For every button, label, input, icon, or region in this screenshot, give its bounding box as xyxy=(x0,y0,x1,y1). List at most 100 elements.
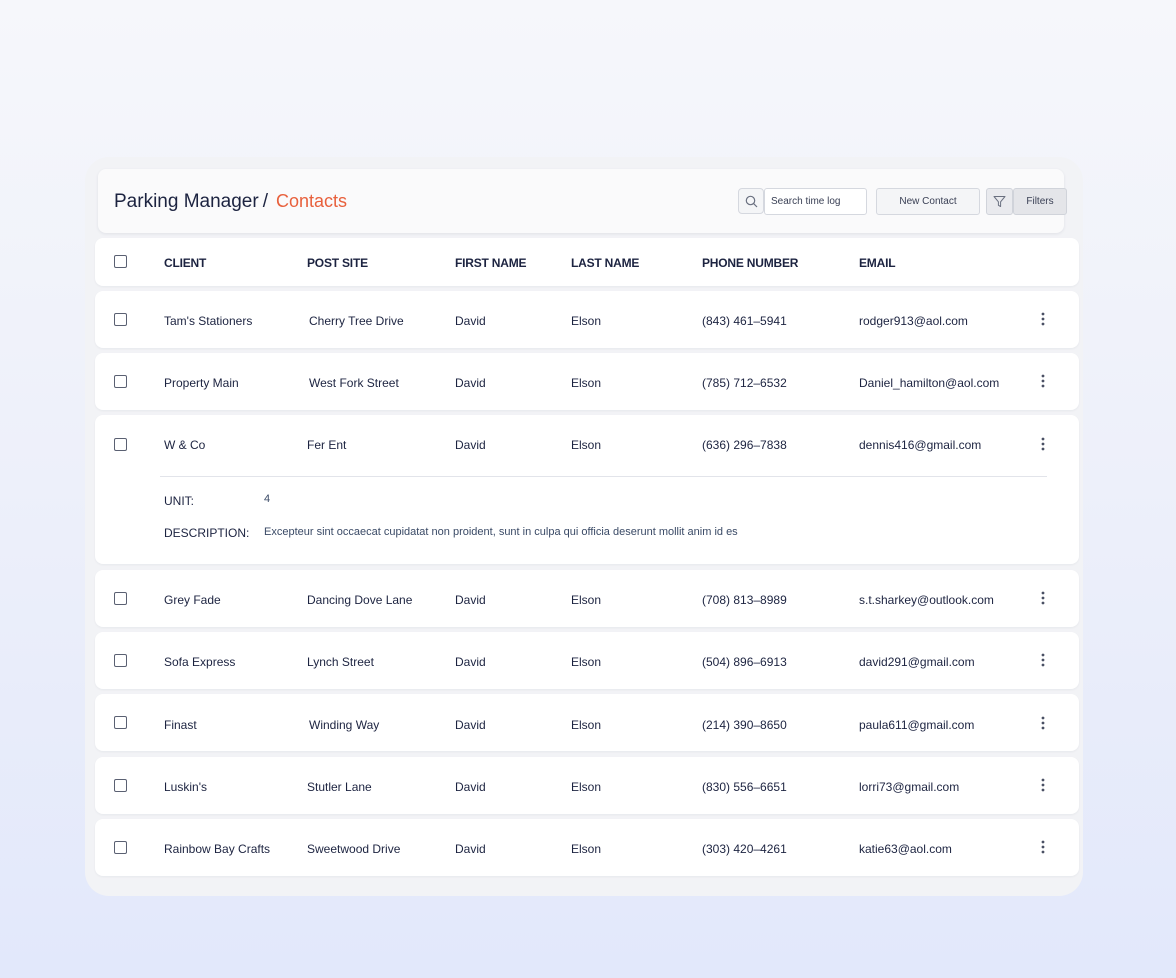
row-menu-button[interactable] xyxy=(1037,652,1049,668)
cell-phone: (636) 296–7838 xyxy=(702,438,787,452)
row-checkbox[interactable] xyxy=(114,375,127,388)
cell-post-site: Winding Way xyxy=(309,718,380,732)
new-contact-button[interactable]: New Contact xyxy=(876,188,980,215)
cell-post-site: Lynch Street xyxy=(307,655,374,669)
filters-button[interactable]: Filters xyxy=(1013,188,1067,215)
cell-post-site: West Fork Street xyxy=(309,376,399,390)
select-all-checkbox[interactable] xyxy=(114,255,127,268)
vertical-dots-icon xyxy=(1041,716,1045,730)
breadcrumb-parent[interactable]: Parking Manager xyxy=(114,191,259,212)
cell-first-name: David xyxy=(455,593,486,607)
cell-email[interactable]: david291@gmail.com xyxy=(859,655,975,669)
header-client[interactable]: CLIENT xyxy=(164,256,207,270)
row-menu-button[interactable] xyxy=(1037,839,1049,855)
filter-funnel-icon xyxy=(993,196,1006,207)
table-row[interactable]: Property Main West Fork Street David Els… xyxy=(95,353,1079,410)
cell-first-name: David xyxy=(455,842,486,856)
search-input[interactable] xyxy=(764,188,867,215)
row-checkbox[interactable] xyxy=(114,654,127,667)
unit-label: UNIT: xyxy=(164,494,194,508)
row-menu-button[interactable] xyxy=(1037,436,1049,452)
cell-first-name: David xyxy=(455,780,486,794)
cell-phone: (303) 420–4261 xyxy=(702,842,787,856)
filter-icon-button[interactable] xyxy=(986,188,1013,215)
row-menu-button[interactable] xyxy=(1037,777,1049,793)
cell-email[interactable]: lorri73@gmail.com xyxy=(859,780,960,794)
cell-first-name: David xyxy=(455,438,486,452)
cell-client: Grey Fade xyxy=(164,593,221,607)
cell-phone: (708) 813–8989 xyxy=(702,593,787,607)
vertical-dots-icon xyxy=(1041,437,1045,451)
cell-first-name: David xyxy=(455,655,486,669)
cell-last-name: Elson xyxy=(571,438,602,452)
cell-post-site: Sweetwood Drive xyxy=(307,842,401,856)
cell-post-site: Cherry Tree Drive xyxy=(309,314,404,328)
breadcrumb-separator: / xyxy=(262,191,268,212)
row-menu-button[interactable] xyxy=(1037,590,1049,606)
contacts-panel: Parking Manager/ Contacts New Contact Fil… xyxy=(85,157,1083,896)
cell-client: Luskin's xyxy=(164,780,207,794)
cell-post-site: Dancing Dove Lane xyxy=(307,593,413,607)
table-row[interactable]: Grey Fade Dancing Dove Lane David Elson … xyxy=(95,570,1079,627)
row-checkbox[interactable] xyxy=(114,779,127,792)
table-header: CLIENT POST SITE FIRST NAME LAST NAME PH… xyxy=(95,238,1079,286)
unit-value: 4 xyxy=(264,493,271,505)
header-first-name[interactable]: FIRST NAME xyxy=(455,256,527,270)
cell-phone: (504) 896–6913 xyxy=(702,655,787,669)
cell-last-name: Elson xyxy=(571,376,602,390)
cell-first-name: David xyxy=(455,718,486,732)
cell-email[interactable]: paula611@gmail.com xyxy=(859,718,975,732)
vertical-dots-icon xyxy=(1041,653,1045,667)
table-row[interactable]: Finast Winding Way David Elson (214) 390… xyxy=(95,694,1079,751)
header-post-site[interactable]: POST SITE xyxy=(307,256,368,270)
cell-phone: (830) 556–6651 xyxy=(702,780,787,794)
cell-phone: (843) 461–5941 xyxy=(702,314,787,328)
header-phone-number[interactable]: PHONE NUMBER xyxy=(702,256,799,270)
row-checkbox[interactable] xyxy=(114,592,127,605)
table-row[interactable]: Tam's Stationers Cherry Tree Drive David… xyxy=(95,291,1079,348)
cell-client: W & Co xyxy=(164,438,206,452)
table-row[interactable]: Rainbow Bay Crafts Sweetwood Drive David… xyxy=(95,819,1079,876)
header-last-name[interactable]: LAST NAME xyxy=(571,256,640,270)
cell-first-name: David xyxy=(455,314,486,328)
cell-last-name: Elson xyxy=(571,593,602,607)
cell-post-site: Fer Ent xyxy=(307,438,347,452)
row-checkbox[interactable] xyxy=(114,313,127,326)
cell-last-name: Elson xyxy=(571,780,602,794)
search-button[interactable] xyxy=(738,188,764,214)
top-bar: Parking Manager/ Contacts New Contact Fil… xyxy=(98,169,1067,233)
row-checkbox[interactable] xyxy=(114,438,127,451)
cell-email[interactable]: katie63@aol.com xyxy=(859,842,952,856)
description-label: DESCRIPTION: xyxy=(164,526,250,540)
table-row[interactable]: Sofa Express Lynch Street David Elson (5… xyxy=(95,632,1079,689)
cell-email[interactable]: s.t.sharkey@outlook.com xyxy=(859,593,994,607)
breadcrumb: Parking Manager / Contacts xyxy=(114,191,347,213)
row-menu-button[interactable] xyxy=(1037,311,1049,327)
cell-email[interactable]: Daniel_hamilton@aol.com xyxy=(859,376,1000,390)
table-row-expanded[interactable]: W & Co Fer Ent David Elson (636) 296–783… xyxy=(95,415,1079,564)
vertical-dots-icon xyxy=(1041,840,1045,854)
cell-client: Tam's Stationers xyxy=(164,314,253,328)
row-detail-divider xyxy=(160,476,1047,477)
cell-client: Rainbow Bay Crafts xyxy=(164,842,271,856)
search-icon xyxy=(745,195,757,207)
cell-phone: (214) 390–8650 xyxy=(702,718,787,732)
row-menu-button[interactable] xyxy=(1037,715,1049,731)
row-checkbox[interactable] xyxy=(114,841,127,854)
cell-last-name: Elson xyxy=(571,655,602,669)
description-value: Excepteur sint occaecat cupidatat non pr… xyxy=(264,526,738,538)
vertical-dots-icon xyxy=(1041,374,1045,388)
cell-last-name: Elson xyxy=(571,718,602,732)
header-email[interactable]: EMAIL xyxy=(859,256,896,270)
row-checkbox[interactable] xyxy=(114,716,127,729)
cell-email[interactable]: rodger913@aol.com xyxy=(859,314,968,328)
cell-email[interactable]: dennis416@gmail.com xyxy=(859,438,982,452)
vertical-dots-icon xyxy=(1041,591,1045,605)
cell-client: Sofa Express xyxy=(164,655,236,669)
cell-phone: (785) 712–6532 xyxy=(702,376,787,390)
row-menu-button[interactable] xyxy=(1037,373,1049,389)
breadcrumb-current: Contacts xyxy=(275,191,348,211)
cell-client: Finast xyxy=(164,718,197,732)
cell-last-name: Elson xyxy=(571,314,602,328)
table-row[interactable]: Luskin's Stutler Lane David Elson (830) … xyxy=(95,757,1079,814)
